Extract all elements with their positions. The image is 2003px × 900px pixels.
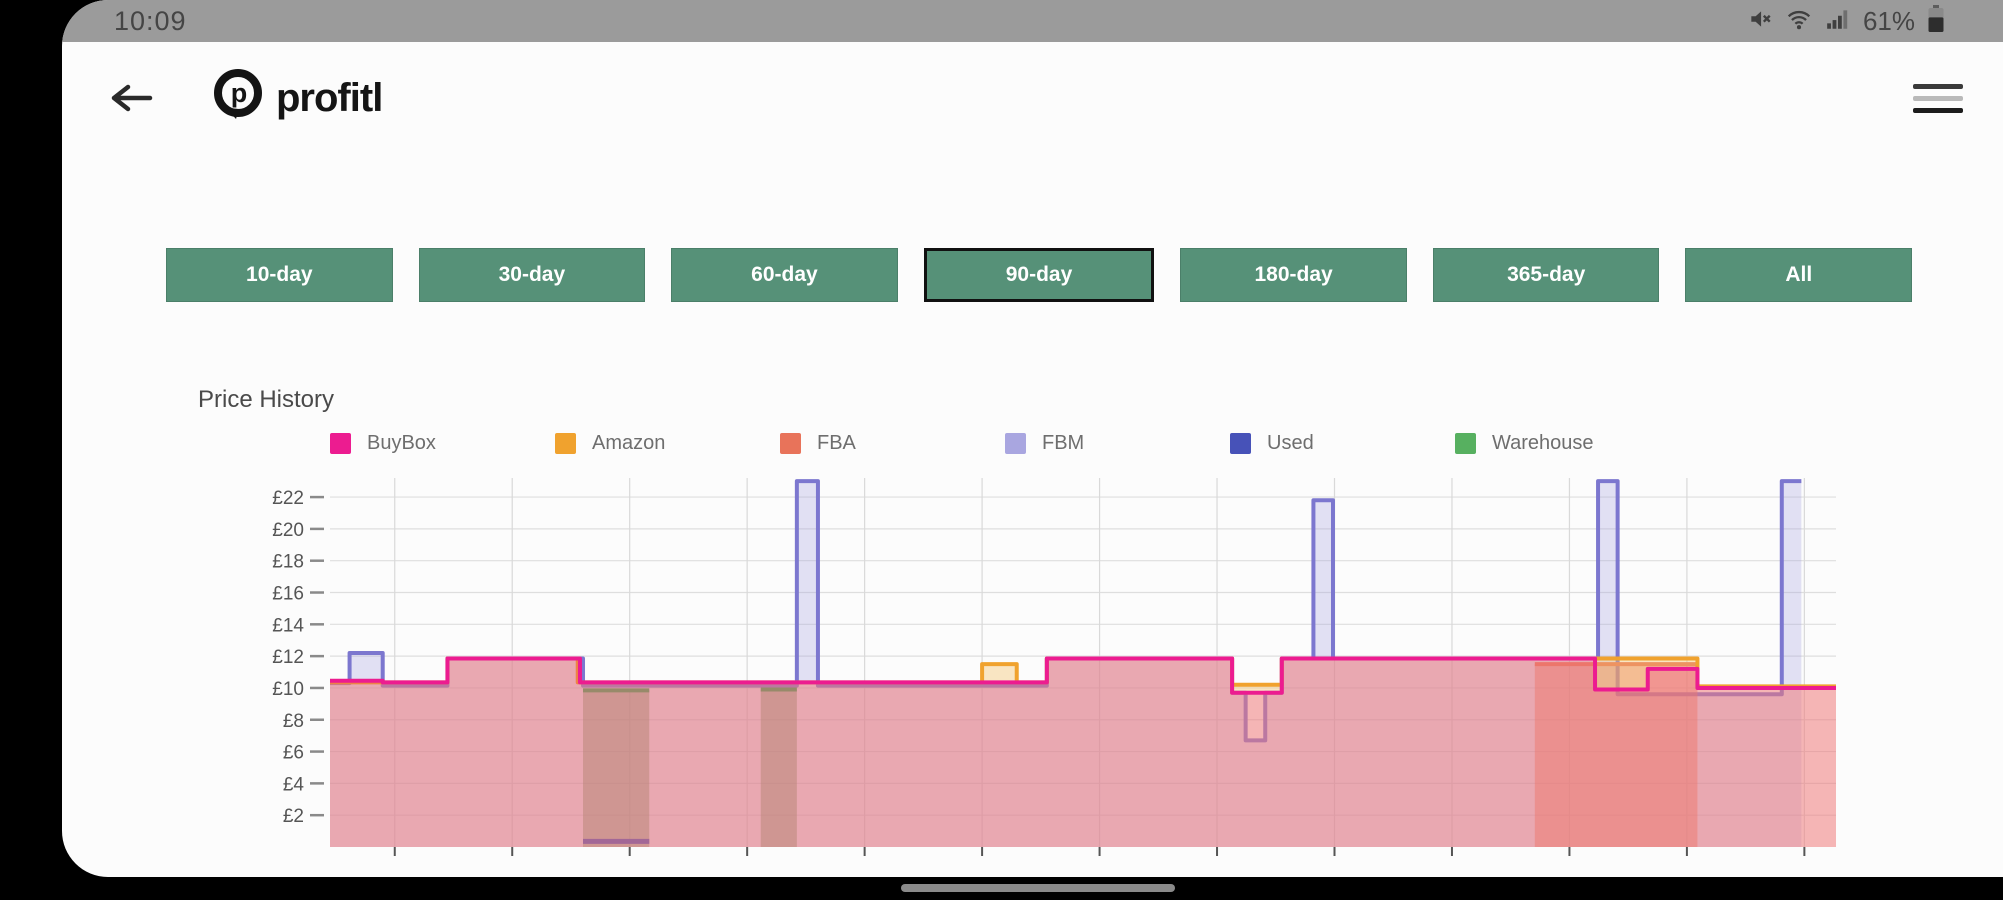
y-axis-label: £20 <box>272 520 304 541</box>
legend-label: FBM <box>1042 432 1085 454</box>
status-time: 10:09 <box>114 5 187 36</box>
legend-label: BuyBox <box>367 432 436 454</box>
price-history-chart[interactable]: £2 £4 £6 £8 £10 £12 £14 £16 £18 £20 £22 <box>240 470 1860 875</box>
legend-item-fba: FBA <box>780 432 1005 455</box>
range-button-30-day[interactable]: 30-day <box>418 248 646 302</box>
svg-text:p: p <box>231 78 248 108</box>
legend-item-used: Used <box>1230 432 1455 455</box>
legend-swatch-amazon <box>555 433 576 454</box>
wifi-icon <box>1785 6 1813 37</box>
series-fill-buybox <box>330 658 1836 847</box>
legend-swatch-warehouse <box>1455 433 1476 454</box>
series-fill-fbm <box>330 481 1802 847</box>
y-axis-label: £18 <box>272 552 304 573</box>
legend-item-fbm: FBM <box>1005 432 1230 455</box>
legend-label: Used <box>1267 432 1314 454</box>
mute-icon <box>1747 6 1773 37</box>
legend-swatch-used <box>1230 433 1251 454</box>
device-screen: 10:09 <box>62 0 2003 877</box>
chart-title: Price History <box>198 386 335 413</box>
series-fill-amazon <box>330 658 1836 847</box>
range-button-60-day[interactable]: 60-day <box>671 248 898 302</box>
signal-icon <box>1825 6 1851 37</box>
profitl-logo-icon: p <box>210 67 266 130</box>
series-fill-warehouse <box>583 690 650 847</box>
y-axis-label: £8 <box>283 711 304 732</box>
y-axis-label: £2 <box>283 806 304 827</box>
legend-item-amazon: Amazon <box>555 432 780 455</box>
legend-label: Warehouse <box>1492 432 1594 454</box>
y-axis-label: £14 <box>272 615 304 636</box>
legend-item-warehouse: Warehouse <box>1455 432 1680 455</box>
legend-label: Amazon <box>592 432 666 454</box>
series-fill-fba <box>1534 664 1698 847</box>
y-axis-label: £16 <box>272 584 304 605</box>
legend-swatch-fba <box>780 433 801 454</box>
menu-button[interactable] <box>1913 76 1963 120</box>
range-button-10-day[interactable]: 10-day <box>166 248 393 302</box>
range-button-all[interactable]: All <box>1685 248 1913 302</box>
y-axis-label: £12 <box>272 647 304 668</box>
brand-name: profitl <box>276 75 383 120</box>
gesture-handle[interactable] <box>901 884 1175 892</box>
legend-item-buybox: BuyBox <box>330 432 555 455</box>
status-bar: 10:09 <box>62 0 2003 42</box>
range-buttons: 10-day 30-day 60-day 90-day 180-day 365-day Al… <box>166 248 1913 302</box>
legend-swatch-fbm <box>1005 433 1026 454</box>
back-button[interactable] <box>102 74 158 122</box>
range-button-90-day[interactable]: 90-day <box>923 248 1155 302</box>
legend-label: FBA <box>817 432 856 454</box>
y-axis-label: £4 <box>283 774 305 795</box>
legend-swatch-buybox <box>330 433 351 454</box>
chart-legend: BuyBox Amazon FBA FBM Used Warehouse <box>330 432 1680 455</box>
range-button-365-day[interactable]: 365-day <box>1432 248 1660 302</box>
y-axis-label: £22 <box>272 488 304 509</box>
app-bar: p profitl <box>62 42 2003 154</box>
battery-icon <box>1927 4 1945 39</box>
y-axis-label: £6 <box>283 743 304 764</box>
series-line-buybox <box>330 656 1836 695</box>
brand-logo-group: p profitl <box>210 67 383 130</box>
series-fill-warehouse <box>760 689 797 847</box>
range-button-180-day[interactable]: 180-day <box>1180 248 1407 302</box>
battery-percent: 61% <box>1862 5 1915 36</box>
y-axis-label: £10 <box>272 679 304 700</box>
